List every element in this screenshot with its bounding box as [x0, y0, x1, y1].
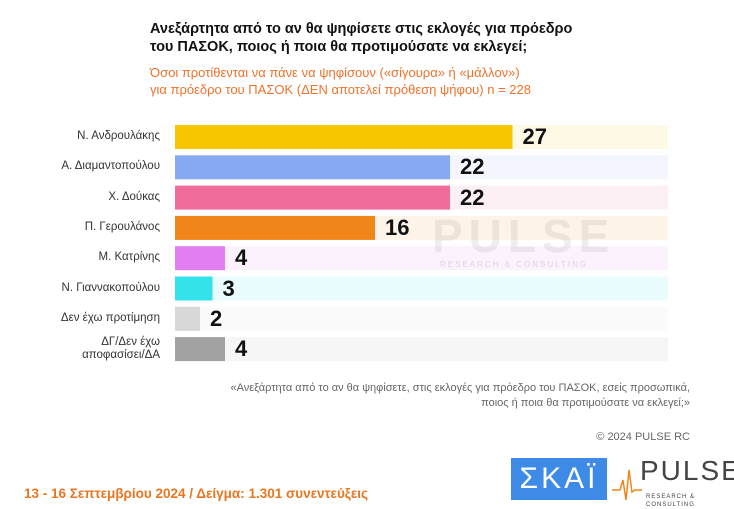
bar	[175, 337, 225, 362]
bar	[175, 276, 213, 301]
value-label: 16	[385, 214, 410, 240]
watermark-sub: RESEARCH & CONSULTING	[440, 260, 589, 269]
value-label: 22	[460, 154, 485, 180]
question-note-line-1: «Ανεξάρτητα από το αν θα ψηφίσετε, στις …	[230, 382, 690, 394]
value-label: 2	[210, 305, 223, 331]
category-label: Χ. Δούκας	[108, 190, 160, 203]
bar-track	[175, 306, 668, 331]
chart-title-line-1: Ανεξάρτητα από το αν θα ψηφίσετε στις εκ…	[150, 21, 573, 37]
pulse-heartbeat-icon	[612, 469, 642, 501]
skai-logo: ΣΚΑΪ	[511, 458, 607, 500]
category-label: Ν. Γιαννακοπούλου	[61, 281, 160, 294]
value-label: 27	[522, 124, 547, 149]
bar-track	[175, 337, 668, 362]
category-label: Α. Διαμαντοπούλου	[61, 160, 160, 173]
value-label: 4	[235, 245, 248, 271]
bar	[175, 306, 200, 331]
footer-date-sample: 13 - 16 Σεπτεμβρίου 2024 / Δείγμα: 1.301…	[24, 486, 368, 501]
category-label: Π. Γερουλάνος	[84, 220, 160, 233]
category-label: Δεν έχω προτίμηση	[60, 311, 160, 324]
value-label: 3	[222, 275, 235, 301]
value-label: 4	[235, 336, 248, 362]
category-label: Ν. Ανδρουλάκης	[77, 130, 160, 142]
copyright: © 2024 PULSE RC	[596, 431, 690, 443]
pulse-logo-sub: RESEARCH & CONSULTING	[646, 494, 696, 508]
bar	[175, 215, 375, 240]
bar-track	[175, 276, 668, 301]
chart-subtitle-line-2: για πρόεδρο του ΠΑΣΟΚ (ΔΕΝ αποτελεί πρόθ…	[150, 82, 531, 97]
pulse-logo: PULSE	[640, 455, 734, 486]
chart-subtitle-line-1: Όσοι προτίθενται να πάνε να ψηφίσουν («σ…	[150, 65, 520, 80]
chart-title-line-2: του ΠΑΣΟΚ, ποιος ή ποια θα προτιμούσατε …	[150, 39, 528, 55]
category-label: ΔΓ/Δεν έχω αποφασίσει/ΔΑ	[82, 336, 160, 362]
bar	[175, 246, 225, 271]
question-note: «Ανεξάρτητα από το αν θα ψηφίσετε, στις …	[230, 381, 690, 411]
bar	[175, 155, 450, 180]
bar	[175, 125, 513, 149]
category-label: Μ. Κατρίνης	[98, 251, 160, 264]
bar-chart	[175, 125, 668, 362]
bar	[175, 185, 450, 210]
watermark: PULSE	[432, 210, 616, 262]
question-note-line-2: ποιος ή ποια θα προτιμούσατε να εκλεγεί;…	[481, 397, 690, 409]
value-label: 22	[460, 184, 485, 210]
bar-track	[175, 246, 668, 271]
